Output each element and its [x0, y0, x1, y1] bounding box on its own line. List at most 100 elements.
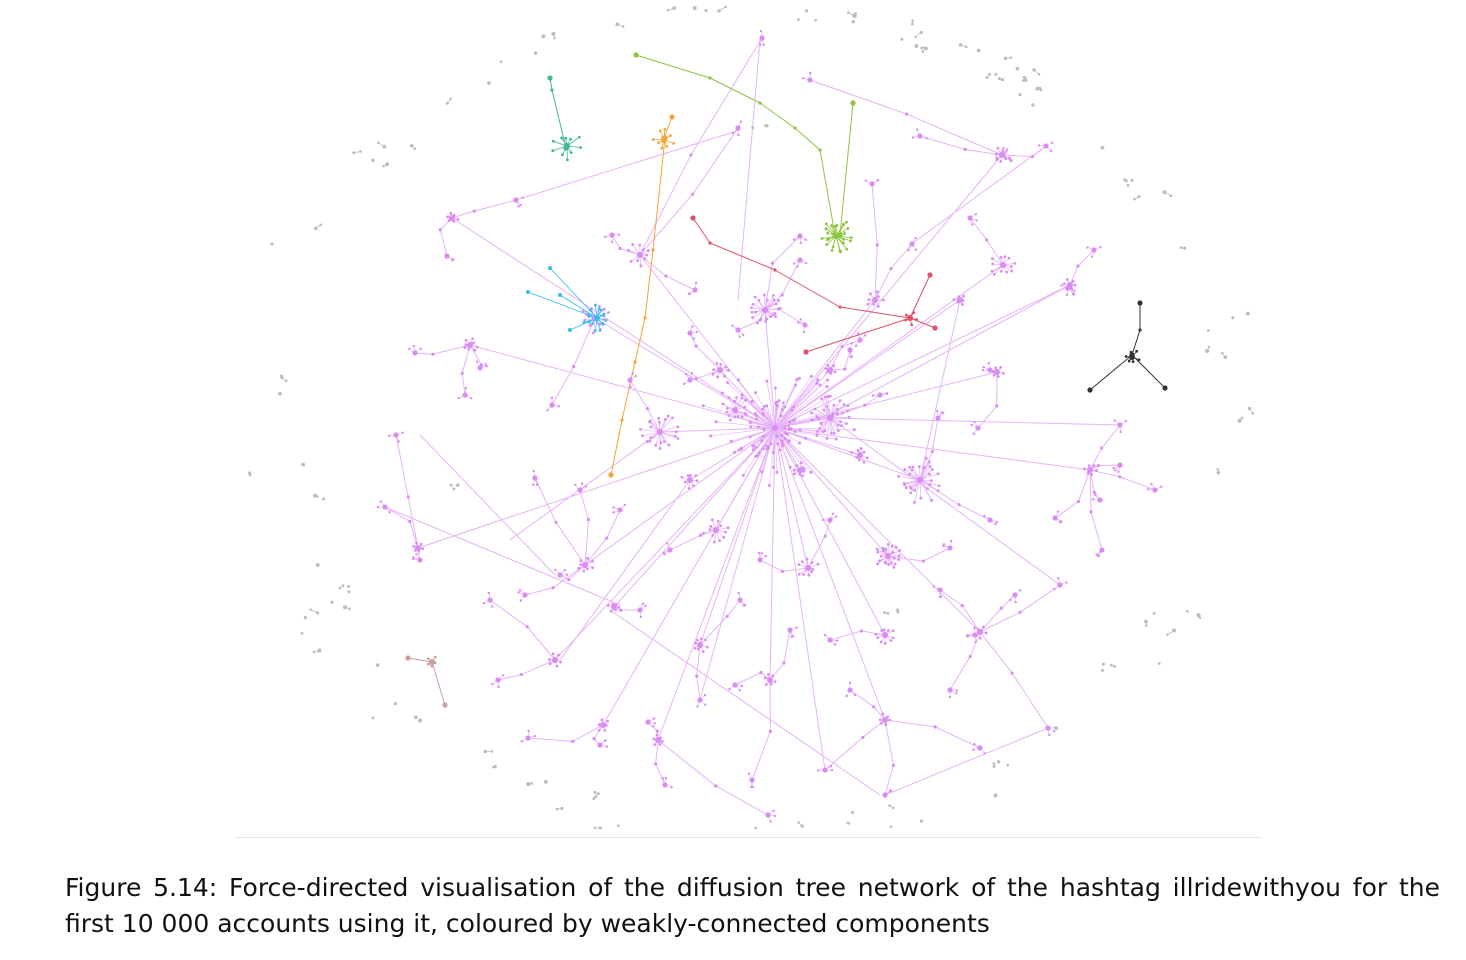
core-node — [793, 383, 797, 387]
isolated-node — [717, 9, 721, 13]
leaf-node — [1090, 255, 1094, 258]
endpoint-node — [609, 232, 615, 238]
leaf-node — [1014, 600, 1017, 604]
endpoint-node — [617, 507, 623, 513]
cyan-node — [568, 328, 572, 332]
hub-node — [600, 722, 606, 728]
hub-node-leaf — [743, 405, 747, 409]
hub-node-leaf — [646, 249, 650, 253]
endpoint-node — [847, 687, 853, 693]
hub-node-leaf — [606, 603, 610, 607]
isolated-node — [797, 821, 800, 824]
hub-node-leaf — [894, 545, 898, 549]
relay-node — [1096, 464, 1100, 468]
leaf-node — [830, 768, 834, 772]
relay-node — [525, 625, 529, 629]
relay-node — [963, 147, 967, 152]
hub-node-leaf — [449, 211, 453, 215]
brown-component-node — [405, 655, 411, 661]
hub-node-leaf — [891, 629, 895, 633]
hub-node-leaf — [749, 425, 753, 429]
network-edge — [986, 239, 1004, 266]
orange-component-node — [608, 472, 614, 478]
relay-node — [619, 608, 623, 612]
hub-node-leaf — [766, 672, 770, 676]
core-node — [760, 470, 764, 474]
hub-node-leaf — [666, 414, 670, 418]
endpoint-node — [382, 504, 388, 510]
leaf-node — [412, 556, 415, 559]
leaf-node — [799, 318, 802, 321]
network-edge — [890, 243, 913, 270]
leaf-node — [829, 765, 833, 768]
green-hub-leaf — [830, 224, 833, 228]
hub-node-leaf — [999, 366, 1003, 369]
hub-node — [1067, 282, 1073, 288]
leaf-node — [652, 717, 656, 720]
hub-node-leaf — [802, 573, 805, 576]
leaf-node — [653, 722, 657, 725]
network-edge — [555, 521, 586, 566]
hub-node-leaf — [1070, 287, 1074, 291]
network-edge — [919, 299, 961, 481]
hub-node-leaf — [936, 489, 940, 493]
hub-node-leaf — [467, 347, 471, 351]
hub-node-leaf — [648, 419, 652, 423]
leaf-node — [772, 809, 775, 813]
isolated-node — [413, 147, 417, 151]
leaf-node — [876, 178, 880, 182]
leaf-node — [685, 372, 688, 376]
hub-node-leaf — [765, 298, 769, 302]
core-node — [809, 470, 813, 474]
isolated-node — [1144, 624, 1148, 627]
edges-layer — [249, 6, 1254, 829]
endpoint-node — [735, 327, 741, 333]
hub-node-leaf — [603, 729, 607, 732]
isolated-node — [409, 143, 414, 148]
leaf-node — [485, 365, 488, 368]
leaf-node — [484, 363, 488, 366]
leaf-node — [644, 604, 647, 608]
leaf-node — [773, 814, 777, 818]
hub-node-leaf — [751, 444, 755, 448]
leaf-node — [408, 347, 411, 351]
leaf-node — [694, 281, 698, 285]
green-hub-leaf — [830, 249, 834, 252]
isolated-node — [312, 650, 316, 654]
leaf-node — [864, 179, 868, 182]
isolated-node — [888, 804, 892, 808]
network-edge — [629, 379, 648, 410]
isolated-node — [1035, 86, 1040, 91]
hub-node-leaf — [840, 424, 843, 428]
hub-node-leaf — [876, 550, 880, 554]
network-edge — [657, 739, 717, 787]
leaf-node — [703, 693, 707, 697]
network-edge — [515, 129, 741, 201]
hub-node-leaf — [631, 243, 635, 246]
network-edge — [829, 630, 862, 641]
core-node — [777, 399, 781, 403]
endpoint-node — [627, 377, 633, 383]
green-hub-leaf — [831, 245, 835, 249]
network-edge — [527, 737, 574, 742]
isolated-node — [1223, 355, 1228, 360]
leaf-node — [955, 689, 959, 692]
leaf-node — [1146, 488, 1150, 491]
leaf-node — [1052, 730, 1056, 733]
endpoint-node — [967, 215, 973, 221]
leaf-node — [704, 703, 707, 706]
endpoint-node — [549, 402, 555, 408]
endpoint-node — [759, 35, 765, 41]
cyan-node — [548, 266, 552, 270]
hub-node — [957, 297, 963, 303]
green-hub-leaf — [827, 237, 830, 241]
network-edge — [849, 689, 875, 708]
endpoint-node — [417, 557, 423, 563]
hub-node-leaf — [825, 437, 829, 440]
hub-node-leaf — [792, 405, 796, 409]
hub-node-leaf — [884, 547, 888, 551]
hub-node-leaf — [798, 428, 802, 432]
hub-node-leaf — [880, 721, 883, 725]
network-edge — [805, 317, 911, 353]
isolated-node — [1015, 66, 1020, 71]
